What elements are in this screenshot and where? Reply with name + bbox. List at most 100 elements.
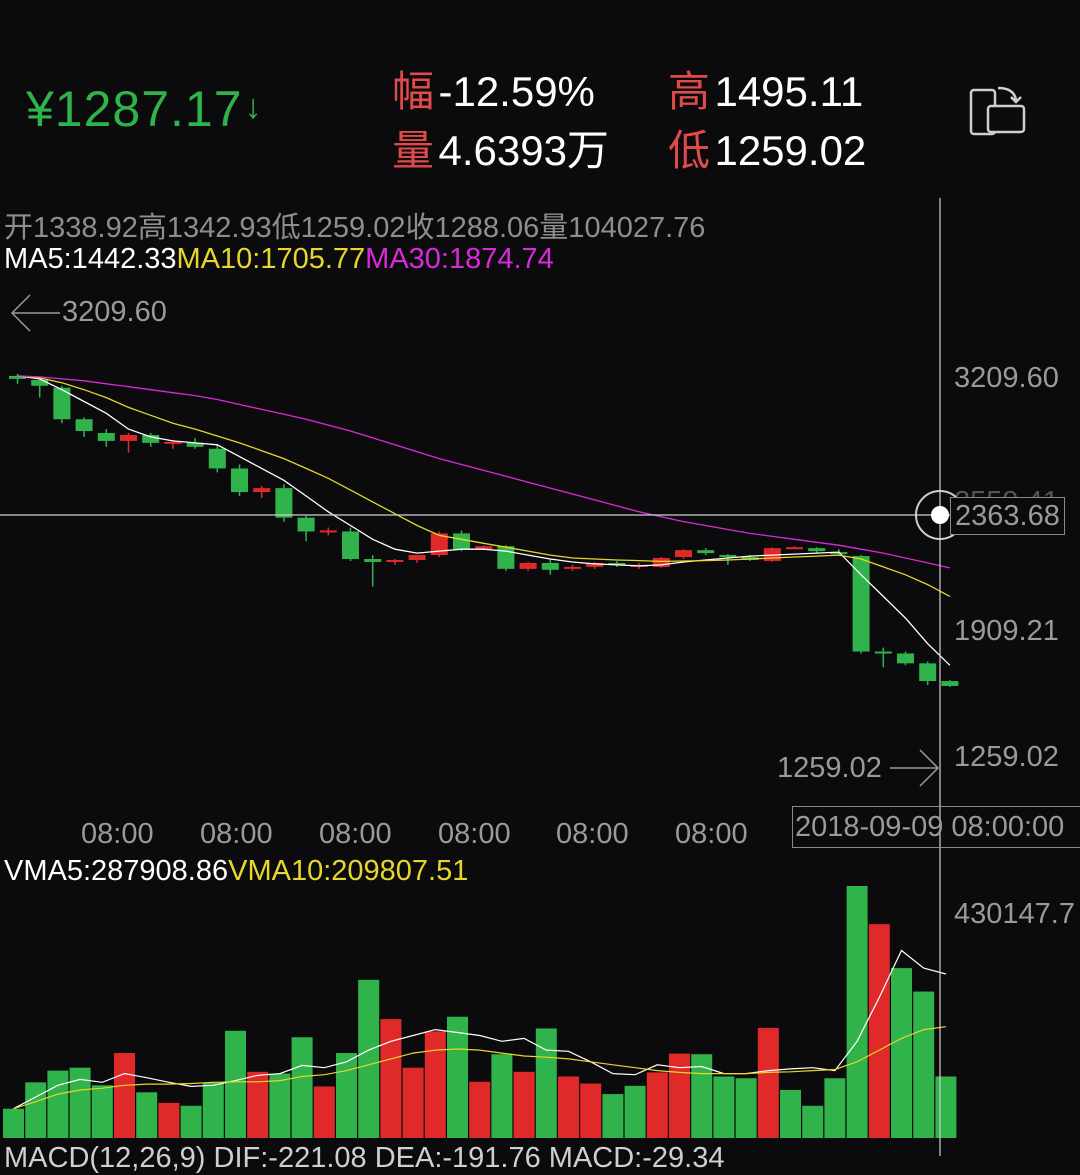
volume-stat: 量 4.6393万 xyxy=(392,117,609,178)
candle-body xyxy=(786,547,803,550)
volume-bar xyxy=(802,1105,824,1138)
candle-body xyxy=(9,375,26,379)
volume-bar xyxy=(225,1030,246,1138)
candle-body xyxy=(231,468,248,493)
candle xyxy=(874,647,892,668)
candle xyxy=(31,378,49,398)
candle xyxy=(319,527,337,536)
candle xyxy=(53,385,71,424)
candle xyxy=(675,549,692,560)
price-tick-bottom: 1259.02 xyxy=(954,741,1059,773)
candle xyxy=(231,464,248,497)
volume-bar xyxy=(25,1082,47,1138)
volume-bar xyxy=(913,991,935,1138)
vma5-legend: VMA5:287908.86 xyxy=(4,855,229,887)
vma5-line xyxy=(13,949,947,1110)
volume-bar xyxy=(180,1105,202,1138)
candle xyxy=(564,564,581,571)
candle xyxy=(75,417,93,437)
candle-body xyxy=(475,546,493,550)
candle xyxy=(786,546,803,550)
volume-max-tick: 430147.7 xyxy=(954,898,1075,930)
candle-body xyxy=(497,546,515,569)
crosshair xyxy=(0,198,965,1156)
candle xyxy=(941,680,959,687)
high-stat: 高 1495.11 xyxy=(668,58,863,119)
high-value: 1495.11 xyxy=(714,68,864,115)
crosshair-price-label: 2363.68 xyxy=(950,497,1065,535)
volume-bar xyxy=(513,1071,535,1138)
ohlc-summary: 开1338.92高1342.93低1259.02收1288.06量104027.… xyxy=(4,212,706,244)
volume-bar xyxy=(447,1016,468,1138)
candle xyxy=(275,484,293,522)
candle-body xyxy=(874,651,892,654)
candle xyxy=(697,548,715,556)
volume-bars xyxy=(3,886,957,1138)
volume-bar xyxy=(558,1076,579,1138)
volume-bar xyxy=(291,1037,313,1138)
volume-bar xyxy=(824,1078,846,1138)
volume-bar xyxy=(624,1085,646,1138)
candle xyxy=(497,545,515,571)
candle xyxy=(652,557,670,568)
volume-label: 量 xyxy=(392,126,435,175)
candle xyxy=(608,560,626,567)
crosshair-date-label: 2018-09-09 08:00:00 xyxy=(792,806,1080,848)
volume-bar xyxy=(580,1083,602,1138)
candle xyxy=(852,555,870,654)
candle-body xyxy=(164,441,182,444)
volume-value: 4.6393万 xyxy=(438,127,609,174)
candle-body xyxy=(53,387,71,420)
price-tick-low: 1909.21 xyxy=(954,615,1059,647)
candle-body xyxy=(941,681,959,686)
volume-bar xyxy=(47,1070,69,1138)
volume-bar xyxy=(669,1053,690,1138)
ma5-legend: MA5:1442.33 xyxy=(4,243,177,275)
candle xyxy=(408,555,426,563)
last-price: ¥1287.17↓ xyxy=(26,80,263,138)
volume-bar xyxy=(646,1072,668,1138)
candle xyxy=(386,559,404,565)
candle-body xyxy=(652,558,670,567)
low-value: 1259.02 xyxy=(714,127,867,174)
volume-bar xyxy=(846,886,868,1138)
candle xyxy=(297,515,315,542)
candle-body xyxy=(830,552,848,555)
volume-bar xyxy=(691,1054,713,1138)
change-stat: 幅 -12.59% xyxy=(392,58,595,119)
rotate-screen-icon[interactable] xyxy=(968,84,1028,138)
candle xyxy=(586,561,604,569)
price-tick-top: 3209.60 xyxy=(954,362,1059,394)
volume-bar xyxy=(735,1078,757,1138)
change-value: -12.59% xyxy=(438,68,595,115)
candle-body xyxy=(342,531,359,560)
time-label: 08:00 xyxy=(200,818,273,850)
candle-body xyxy=(208,448,226,469)
candle xyxy=(808,547,826,554)
volume-bar xyxy=(491,1054,513,1138)
macd-legend: MACD(12,26,9) DIF:-221.08 DEA:-191.76 MA… xyxy=(4,1142,725,1174)
ma-lines xyxy=(17,375,951,666)
candle-body xyxy=(186,442,204,447)
volume-bar xyxy=(868,924,890,1138)
volume-bar xyxy=(424,1031,446,1138)
volume-bar xyxy=(3,1108,24,1138)
volume-bar xyxy=(91,1085,113,1138)
candle xyxy=(120,433,137,453)
candle xyxy=(342,527,359,561)
ma30-line xyxy=(17,375,951,569)
candle xyxy=(453,530,470,552)
time-label: 08:00 xyxy=(438,818,511,850)
candle-body xyxy=(719,555,737,558)
down-arrow-icon: ↓ xyxy=(244,88,263,126)
ma5-line xyxy=(17,375,951,666)
volume-bar xyxy=(336,1053,357,1138)
candle-body xyxy=(364,559,382,562)
volume-bar xyxy=(313,1086,335,1138)
volume-bar xyxy=(935,1076,957,1138)
candle-body xyxy=(408,555,426,560)
candle-body xyxy=(31,379,49,386)
candle-body xyxy=(919,663,937,682)
time-label: 08:00 xyxy=(675,818,748,850)
